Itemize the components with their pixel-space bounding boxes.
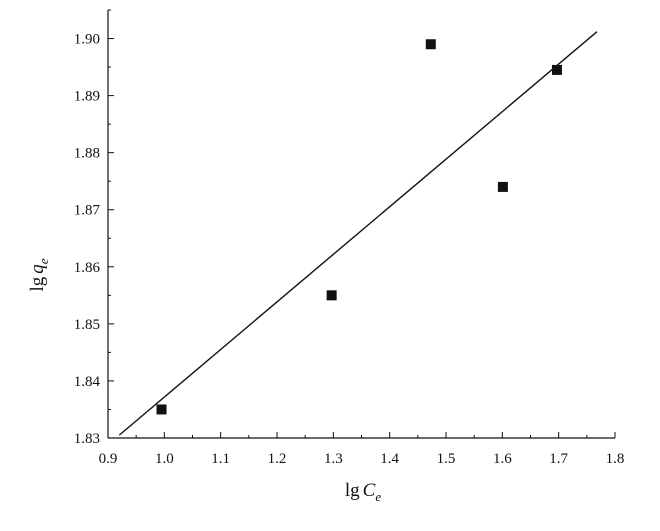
y-tick-label: 1.88 (74, 146, 100, 162)
y-axis-title-main: lg (27, 276, 48, 291)
x-tick-label: 1.7 (549, 451, 568, 467)
x-tick-label: 1.1 (211, 451, 230, 467)
data-point (425, 39, 436, 50)
y-axis-title-sub: e (36, 258, 51, 264)
axes (107, 10, 615, 439)
data-point (326, 290, 337, 301)
y-tick-label: 1.86 (74, 260, 101, 276)
x-axis-title-var: C (363, 480, 376, 501)
data-point (156, 404, 167, 415)
y-tick-label: 1.87 (74, 203, 101, 219)
y-axis-title-var: q (27, 264, 48, 274)
x-tick-label: 1.2 (268, 451, 287, 467)
x-axis-title-main: lg (345, 480, 360, 501)
x-tick-label: 1.8 (606, 451, 625, 467)
data-point (497, 181, 508, 192)
y-tick-label: 1.89 (74, 89, 100, 105)
y-tick-label: 1.84 (74, 374, 101, 390)
y-axis-title: lg qe (27, 258, 51, 291)
x-tick-label: 1.3 (324, 451, 343, 467)
data-points (156, 39, 562, 415)
fit-line-group (118, 31, 598, 436)
y-tick-label: 1.83 (74, 431, 100, 447)
y-tick-label: 1.85 (74, 317, 100, 333)
x-tick-label: 1.6 (493, 451, 512, 467)
y-axis-ticks: 1.83 1.84 1.85 1.86 1.87 1.88 1.89 1.90 (74, 9, 114, 447)
x-tick-label: 0.9 (99, 451, 118, 467)
x-tick-label: 1.5 (437, 451, 456, 467)
x-axis-title-sub: e (375, 489, 381, 504)
fit-line (118, 31, 598, 436)
y-tick-label: 1.90 (74, 32, 100, 48)
data-point (551, 64, 562, 75)
x-tick-label: 1.4 (380, 451, 399, 467)
x-tick-label: 1.0 (155, 451, 174, 467)
x-axis-title: lg Ce (345, 480, 381, 504)
x-axis-ticks: 0.9 1.0 1.1 1.2 1.3 1.4 1.5 1.6 1.7 1.8 (99, 432, 625, 467)
